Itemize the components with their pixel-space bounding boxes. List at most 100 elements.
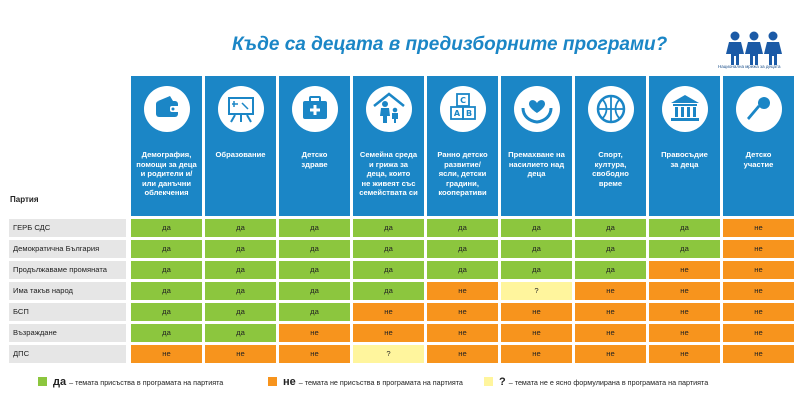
- grid-cell: да: [427, 219, 498, 237]
- grid-cell: ?: [353, 345, 424, 363]
- party-label-continue-the-change: Продължаваме промяната: [9, 261, 126, 279]
- column-label: Семейна среда и грижа за деца, които не …: [359, 150, 418, 198]
- grid-cell: не: [205, 345, 276, 363]
- column-label: Детско здраве: [301, 150, 328, 169]
- legend-no-text: – темата не присъства в програмата на па…: [298, 378, 463, 387]
- legend-yes: да – темата присъства в програмата на пар…: [38, 377, 223, 388]
- grid-cell: не: [723, 303, 794, 321]
- column-label: Демография, помощи за деца и родители и/…: [136, 150, 197, 198]
- column-label: Правосъдие за деца: [661, 150, 708, 169]
- column-header-child-health: Детско здраве: [279, 76, 350, 216]
- grid-cell: не: [427, 303, 498, 321]
- legend-no: не – темата не присъства в програмата на …: [268, 377, 463, 388]
- column-header-education: Образование: [205, 76, 276, 216]
- grid-cell: да: [501, 261, 572, 279]
- column-header-justice: Правосъдие за деца: [649, 76, 720, 216]
- wallet-icon: [144, 86, 190, 132]
- column-header-demography: Демография, помощи за деца и родители и/…: [131, 76, 202, 216]
- grid-cell: не: [723, 324, 794, 342]
- grid-cell: да: [353, 219, 424, 237]
- grid-cell: не: [649, 303, 720, 321]
- svg-text:B: B: [466, 109, 472, 118]
- column-header-violence-prevention: Премахване на насилието над деца: [501, 76, 572, 216]
- grid-cell: не: [353, 324, 424, 342]
- grid-cell: не: [427, 282, 498, 300]
- grid-cell: да: [427, 261, 498, 279]
- grid-cell: не: [131, 345, 202, 363]
- logo-caption: Национална мрежа за децата: [718, 64, 781, 69]
- grid-cell: не: [501, 324, 572, 342]
- grid-cell: не: [353, 303, 424, 321]
- grid-cell: не: [723, 345, 794, 363]
- legend-unknown-word: ?: [499, 376, 506, 388]
- column-label: Образование: [215, 150, 266, 159]
- legend-yes-text: – темата присъства в програмата на парти…: [69, 378, 224, 387]
- grid-cell: да: [131, 303, 202, 321]
- grid-cell: да: [131, 282, 202, 300]
- children-network-logo: [726, 31, 782, 65]
- grid-cell: да: [575, 240, 646, 258]
- grid-cell: да: [205, 282, 276, 300]
- grid-cell: не: [575, 345, 646, 363]
- svg-text:A: A: [454, 109, 461, 118]
- grid-cell: да: [279, 219, 350, 237]
- grid-cell: да: [131, 261, 202, 279]
- legend-swatch-yes: [38, 377, 47, 386]
- grid-cell: не: [649, 261, 720, 279]
- column-label: Спорт, култура, свободно време: [592, 150, 629, 188]
- grid-cell: да: [131, 324, 202, 342]
- grid-cell: не: [723, 261, 794, 279]
- grid-cell: да: [205, 324, 276, 342]
- microphone-icon: [736, 86, 782, 132]
- svg-text:C: C: [460, 96, 466, 105]
- grid-cell: да: [353, 240, 424, 258]
- grid-cell: да: [575, 219, 646, 237]
- page-title: Къде са децата в предизборните програми?: [232, 34, 668, 55]
- legend-swatch-unknown: [484, 377, 493, 386]
- grid-cell: да: [501, 240, 572, 258]
- grid-cell: не: [649, 345, 720, 363]
- grid-cell: да: [131, 219, 202, 237]
- column-label: Ранно детско развитие/ ясли, детски град…: [437, 150, 488, 198]
- grid-cell: не: [575, 324, 646, 342]
- grid-cell: ?: [501, 282, 572, 300]
- party-label-there-is-such-a-people: Има такъв народ: [9, 282, 126, 300]
- courthouse-icon: [662, 86, 708, 132]
- grid-cell: да: [649, 219, 720, 237]
- party-column-header: Партия: [10, 195, 39, 204]
- protecting-hands-icon: [514, 86, 560, 132]
- party-label-dps: ДПС: [9, 345, 126, 363]
- grid-cell: не: [427, 324, 498, 342]
- grid-cell: да: [279, 282, 350, 300]
- grid-cell: да: [131, 240, 202, 258]
- basketball-icon: [588, 86, 634, 132]
- legend-unknown-text: – темата не е ясно формулирана в програм…: [508, 378, 709, 387]
- grid-cell: да: [205, 303, 276, 321]
- grid-cell: не: [723, 282, 794, 300]
- legend-swatch-no: [268, 377, 277, 386]
- legend-unknown: ? – темата не е ясно формулирана в програ…: [484, 377, 708, 388]
- grid-cell: да: [205, 261, 276, 279]
- party-label-democratic-bulgaria: Демократична България: [9, 240, 126, 258]
- family-house-icon: [366, 86, 412, 132]
- grid-cell: да: [353, 261, 424, 279]
- grid-cell: не: [279, 324, 350, 342]
- column-header-family-care: Семейна среда и грижа за деца, които не …: [353, 76, 424, 216]
- grid-cell: да: [279, 303, 350, 321]
- party-label-vazrazhdane: Възраждане: [9, 324, 126, 342]
- grid-cell: да: [575, 261, 646, 279]
- grid-cell: да: [427, 240, 498, 258]
- grid-cell: не: [649, 282, 720, 300]
- grid-cell: не: [279, 345, 350, 363]
- grid-cell: не: [649, 324, 720, 342]
- grid-cell: не: [501, 345, 572, 363]
- blackboard-icon: [218, 86, 264, 132]
- grid-cell: да: [279, 240, 350, 258]
- grid-cell: не: [723, 240, 794, 258]
- party-label-bsp: БСП: [9, 303, 126, 321]
- grid-cell: не: [575, 282, 646, 300]
- grid-cell: да: [501, 219, 572, 237]
- column-header-child-participation: Детско участие: [723, 76, 794, 216]
